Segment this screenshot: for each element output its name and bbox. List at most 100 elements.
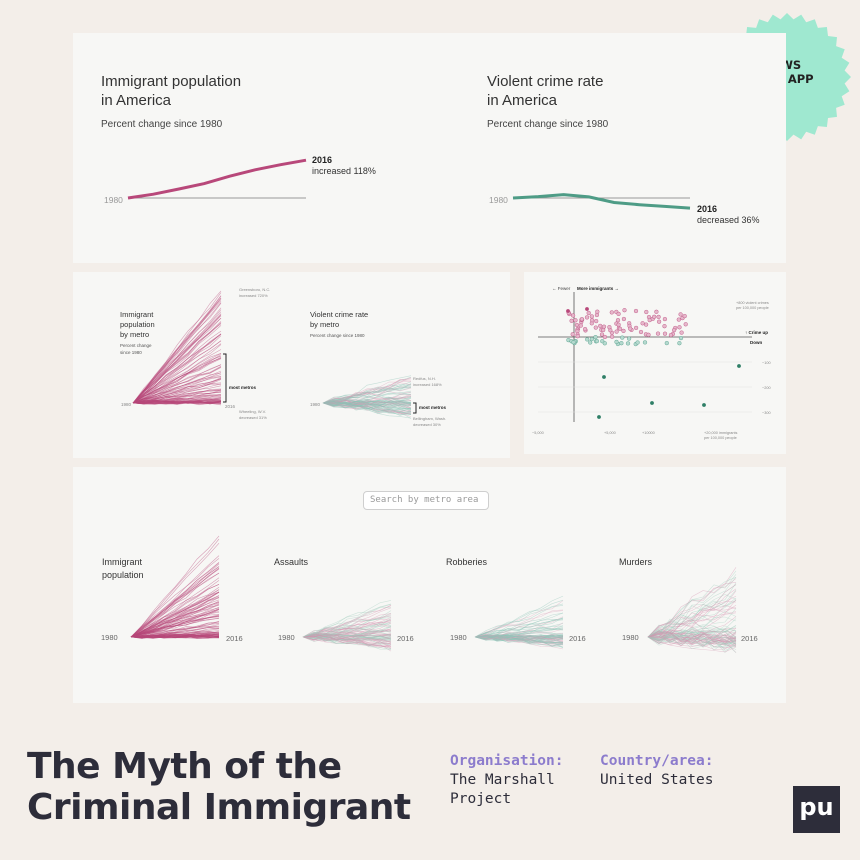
scatter-point[interactable] bbox=[588, 340, 593, 345]
scatter-x-label-2: per 100,000 people bbox=[704, 436, 737, 440]
metro-crime-line bbox=[322, 393, 412, 404]
scatter-point[interactable] bbox=[571, 340, 576, 345]
scatter-point[interactable] bbox=[574, 322, 579, 328]
scatter-point[interactable] bbox=[586, 310, 591, 316]
scatter-point[interactable] bbox=[609, 334, 615, 339]
scatter-point[interactable] bbox=[601, 327, 606, 333]
scatter-point[interactable] bbox=[573, 318, 578, 323]
scatter-point[interactable] bbox=[662, 331, 668, 336]
scatter-point[interactable] bbox=[570, 313, 576, 318]
scatter-point[interactable] bbox=[633, 308, 639, 314]
metro-crime-line bbox=[322, 402, 412, 415]
scatter-point[interactable] bbox=[682, 313, 687, 319]
sm-murder-line bbox=[647, 590, 737, 638]
scatter-point[interactable] bbox=[617, 326, 623, 331]
sm-robbery-line bbox=[474, 636, 564, 640]
scatter-point[interactable] bbox=[593, 325, 598, 330]
sm-assault-line bbox=[302, 635, 392, 640]
sm-robbery-line bbox=[474, 635, 564, 644]
sm-murder-line bbox=[647, 570, 737, 638]
scatter-point[interactable] bbox=[677, 325, 682, 330]
scatter-point[interactable] bbox=[609, 310, 614, 315]
scatter-point[interactable] bbox=[626, 336, 632, 341]
scatter-point[interactable] bbox=[569, 318, 574, 323]
scatter-point[interactable] bbox=[672, 327, 677, 333]
scatter-point[interactable] bbox=[584, 315, 590, 320]
scatter-point[interactable] bbox=[625, 341, 631, 346]
scatter-y-tick-3: −300 bbox=[762, 411, 771, 415]
scatter-point[interactable] bbox=[582, 326, 588, 332]
sm-murder-line bbox=[647, 633, 737, 648]
scatter-point[interactable] bbox=[597, 415, 601, 419]
scatter-point[interactable] bbox=[594, 338, 599, 344]
scatter-point[interactable] bbox=[678, 335, 684, 341]
scatter-point[interactable] bbox=[640, 321, 645, 326]
scatter-point[interactable] bbox=[662, 316, 667, 322]
scatter-point[interactable] bbox=[679, 330, 684, 335]
scatter-point[interactable] bbox=[633, 325, 639, 330]
metro-crime-line bbox=[322, 401, 412, 408]
scatter-point[interactable] bbox=[602, 375, 606, 379]
scatter-point[interactable] bbox=[589, 336, 594, 342]
scatter-point[interactable] bbox=[635, 340, 640, 345]
scatter-point[interactable] bbox=[602, 341, 607, 346]
scatter-y-tick-2: −200 bbox=[762, 386, 771, 390]
scatter-point[interactable] bbox=[657, 319, 662, 324]
scatter-point[interactable] bbox=[575, 334, 580, 339]
sm-murder-line bbox=[647, 633, 737, 645]
scatter-panel: ← Fewer More immigrants → +800 violent c… bbox=[524, 272, 786, 454]
scatter-point[interactable] bbox=[621, 316, 626, 322]
sm-murder-line bbox=[647, 630, 737, 644]
scatter-point[interactable] bbox=[594, 312, 599, 318]
scatter-point[interactable] bbox=[621, 328, 626, 333]
scatter-point[interactable] bbox=[614, 339, 619, 344]
scatter-point[interactable] bbox=[638, 329, 644, 335]
scatter-point[interactable] bbox=[662, 324, 667, 329]
scatter-point[interactable] bbox=[589, 314, 594, 319]
scatter-point[interactable] bbox=[676, 317, 681, 322]
scatter-point[interactable] bbox=[642, 340, 648, 345]
scatter-point[interactable] bbox=[737, 364, 741, 368]
scatter-point[interactable] bbox=[566, 309, 570, 313]
scatter-point[interactable] bbox=[678, 312, 683, 317]
scatter-point[interactable] bbox=[607, 325, 612, 330]
sm-robbery-line bbox=[474, 636, 564, 648]
scatter-point[interactable] bbox=[594, 318, 599, 324]
scatter-point[interactable] bbox=[614, 329, 619, 334]
scatter-point[interactable] bbox=[677, 341, 682, 346]
scatter-point[interactable] bbox=[579, 317, 584, 322]
scatter-point[interactable] bbox=[620, 335, 625, 340]
scatter-point[interactable] bbox=[652, 314, 657, 319]
scatter-point[interactable] bbox=[589, 318, 595, 323]
metro-search-input[interactable]: Search by metro area bbox=[363, 491, 489, 510]
scatter-point[interactable] bbox=[578, 323, 583, 328]
scatter-point[interactable] bbox=[683, 322, 688, 327]
scatter-point[interactable] bbox=[616, 311, 621, 316]
sm-murder-line bbox=[647, 624, 737, 644]
scatter-point[interactable] bbox=[628, 326, 633, 331]
scatter-point[interactable] bbox=[654, 309, 659, 314]
scatter-point[interactable] bbox=[656, 314, 661, 319]
scatter-point[interactable] bbox=[650, 401, 654, 405]
scatter-point[interactable] bbox=[615, 318, 621, 323]
scatter-point[interactable] bbox=[655, 331, 661, 336]
scatter-point[interactable] bbox=[702, 403, 706, 407]
scatter-point[interactable] bbox=[585, 307, 589, 311]
scatter-point[interactable] bbox=[599, 332, 605, 337]
scatter-point[interactable] bbox=[646, 332, 651, 337]
sm-robbery-line bbox=[474, 619, 563, 638]
scatter-point[interactable] bbox=[570, 332, 575, 337]
scatter-point[interactable] bbox=[643, 322, 649, 327]
scatter-point[interactable] bbox=[602, 334, 607, 340]
scatter-point[interactable] bbox=[664, 340, 669, 346]
metro-crime-line bbox=[322, 392, 412, 404]
scatter-point[interactable] bbox=[593, 334, 598, 340]
scatter-point[interactable] bbox=[644, 309, 649, 315]
scatter-point[interactable] bbox=[598, 323, 603, 328]
scatter-point[interactable] bbox=[668, 332, 673, 338]
sm-murder-line bbox=[647, 632, 737, 645]
scatter-point[interactable] bbox=[619, 341, 624, 346]
scatter-point[interactable] bbox=[622, 308, 627, 313]
scatter-point[interactable] bbox=[585, 337, 590, 342]
sm-robbery-line bbox=[474, 634, 564, 639]
